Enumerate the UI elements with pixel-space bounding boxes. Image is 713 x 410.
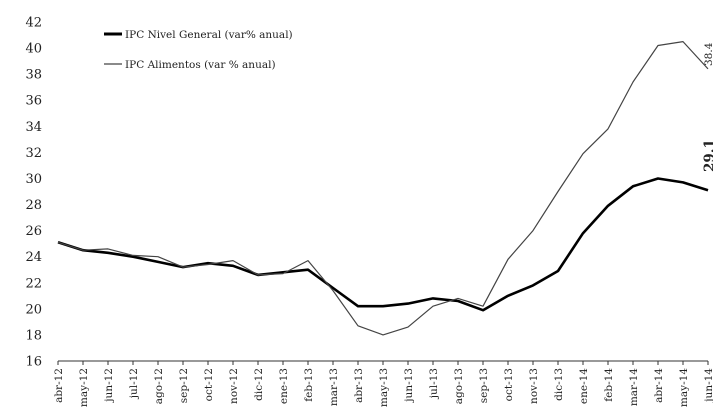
x-tick-label: feb-13 — [303, 368, 315, 402]
x-tick-label: may-12 — [78, 368, 90, 407]
x-tick-label: mar-13 — [328, 368, 340, 406]
x-tick-label: jun-12 — [103, 368, 115, 404]
end-labels: 29.1 38.4 — [702, 42, 713, 172]
y-tick-label: 20 — [25, 302, 42, 317]
x-tick-label: sep-13 — [478, 368, 490, 403]
y-tick-label: 38 — [25, 68, 42, 83]
series-line-0 — [57, 177, 709, 312]
x-tick-label: jul-13 — [428, 368, 440, 400]
legend: IPC Nivel General (var% anual) IPC Alime… — [104, 29, 293, 71]
x-tick-label: nov-12 — [228, 368, 240, 404]
x-tick-label: dic-12 — [253, 368, 265, 401]
x-tick-label: dic-13 — [553, 368, 565, 401]
x-axis-ticks: abr-12 may-12 jun-12 jul-12 ago-12 sep-12 oct-… — [53, 361, 713, 407]
x-tick-label: ago-13 — [453, 368, 465, 404]
end-label-alimentos: 38.4 — [703, 42, 713, 66]
y-tick-label: 34 — [25, 120, 42, 135]
x-tick-label: jun-13 — [403, 368, 415, 404]
y-tick-label: 28 — [25, 198, 42, 213]
end-label-general: 29.1 — [702, 139, 713, 172]
y-axis-ticks: 16 18 20 22 24 26 28 30 32 34 36 38 40 42 — [25, 16, 42, 370]
x-tick-label: nov-13 — [528, 368, 540, 404]
x-tick-label: oct-13 — [503, 368, 515, 401]
x-tick-label: may-13 — [378, 368, 390, 407]
y-tick-label: 16 — [25, 355, 42, 370]
series-lines — [57, 40, 709, 336]
y-tick-label: 42 — [25, 16, 42, 31]
x-tick-label: abr-13 — [353, 368, 365, 403]
x-tick-label: ago-12 — [153, 368, 165, 404]
y-tick-label: 40 — [25, 42, 42, 57]
legend-label-alimentos: IPC Alimentos (var % anual) — [125, 59, 276, 71]
y-tick-label: 22 — [25, 276, 42, 291]
y-tick-label: 18 — [25, 328, 42, 343]
series-line-1 — [57, 40, 709, 336]
x-tick-label: mar-14 — [628, 368, 640, 406]
y-tick-label: 26 — [25, 224, 42, 239]
x-tick-label: abr-14 — [653, 368, 665, 403]
x-tick-label: jun-14 — [703, 368, 713, 404]
y-tick-label: 24 — [25, 250, 42, 265]
x-tick-label: jul-12 — [128, 368, 140, 400]
x-tick-label: abr-12 — [53, 368, 65, 403]
x-tick-label: sep-12 — [178, 368, 190, 403]
legend-label-general: IPC Nivel General (var% anual) — [125, 29, 293, 41]
y-tick-label: 32 — [25, 146, 42, 161]
y-tick-label: 36 — [25, 94, 42, 109]
y-tick-label: 30 — [25, 172, 42, 187]
x-tick-label: feb-14 — [603, 368, 615, 402]
x-tick-label: may-14 — [678, 368, 690, 407]
x-tick-label: ene-14 — [578, 368, 590, 404]
x-tick-label: oct-12 — [203, 368, 215, 401]
x-tick-label: ene-13 — [278, 368, 290, 404]
